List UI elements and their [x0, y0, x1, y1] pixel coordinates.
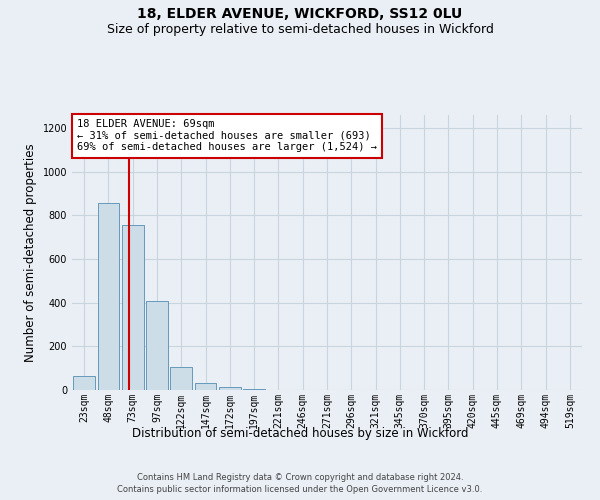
Bar	[243, 389, 265, 390]
Text: Size of property relative to semi-detached houses in Wickford: Size of property relative to semi-detach…	[107, 22, 493, 36]
Text: Distribution of semi-detached houses by size in Wickford: Distribution of semi-detached houses by …	[132, 428, 468, 440]
Text: Contains public sector information licensed under the Open Government Licence v3: Contains public sector information licen…	[118, 485, 482, 494]
Text: 18 ELDER AVENUE: 69sqm
← 31% of semi-detached houses are smaller (693)
69% of se: 18 ELDER AVENUE: 69sqm ← 31% of semi-det…	[77, 119, 377, 152]
Bar	[122, 225, 143, 390]
Text: 18, ELDER AVENUE, WICKFORD, SS12 0LU: 18, ELDER AVENUE, WICKFORD, SS12 0LU	[137, 8, 463, 22]
Bar	[194, 384, 217, 390]
Text: Contains HM Land Registry data © Crown copyright and database right 2024.: Contains HM Land Registry data © Crown c…	[137, 472, 463, 482]
Bar	[73, 376, 95, 390]
Bar	[170, 367, 192, 390]
Y-axis label: Number of semi-detached properties: Number of semi-detached properties	[24, 143, 37, 362]
Bar	[219, 386, 241, 390]
Bar	[146, 300, 168, 390]
Bar	[97, 204, 119, 390]
